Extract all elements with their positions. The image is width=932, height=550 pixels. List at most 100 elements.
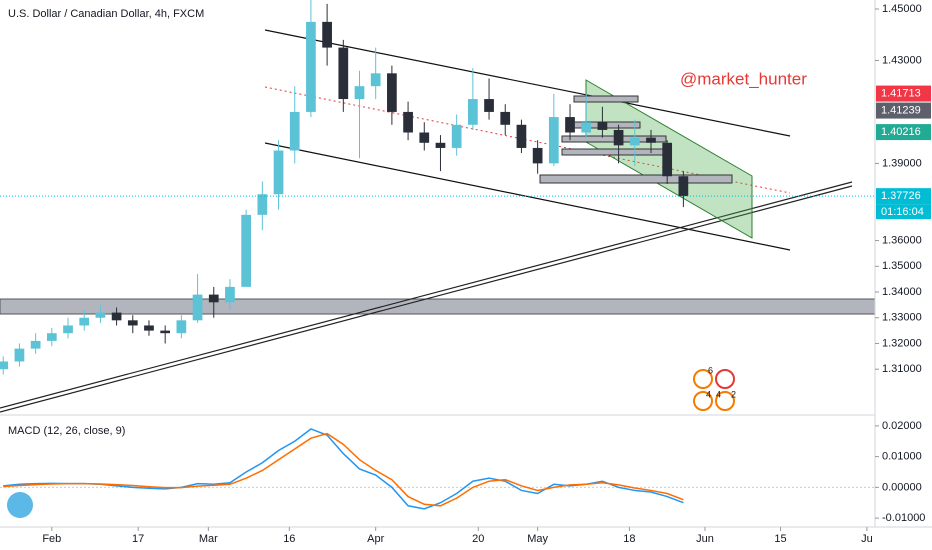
event-icon [693, 369, 713, 389]
candle-body [565, 117, 575, 133]
candle-body [516, 124, 527, 148]
price-label: 1.40216 [881, 126, 921, 138]
candle-body [144, 325, 154, 331]
candle-body [662, 142, 673, 177]
event-icon [693, 391, 713, 411]
y-tick-label: 1.36000 [882, 234, 922, 246]
trendline-a [0, 181, 853, 409]
x-tick-label: Jun [696, 533, 714, 545]
candle-body [257, 194, 268, 215]
candle-body [0, 361, 9, 370]
candle-body [403, 111, 413, 133]
candle-body [225, 286, 235, 303]
price-label-bg [876, 85, 931, 102]
candle-body [30, 340, 41, 349]
x-tick-label: Mar [199, 533, 218, 545]
y-tick-label: 1.45000 [882, 3, 922, 15]
y-tick-label: 1.35000 [882, 260, 922, 272]
candle-body [63, 325, 73, 334]
trendline-b [0, 185, 853, 413]
candle-body [160, 330, 171, 334]
event-badge: 4 [706, 389, 711, 399]
candle-body [500, 111, 511, 125]
y-tick-label: 1.32000 [882, 337, 922, 349]
candle-body [95, 312, 106, 318]
candle-body [111, 312, 122, 321]
y-tick-label: 1.31000 [882, 363, 922, 375]
zone-box [539, 174, 733, 184]
y-tick-label: 1.39000 [882, 157, 922, 169]
price-label-bg [876, 188, 931, 205]
y2-tick-label: 0.01000 [882, 451, 922, 463]
candle-body [127, 320, 138, 326]
candle-body [613, 129, 624, 146]
candle-body [14, 348, 25, 362]
candle-body [548, 117, 559, 164]
candle-body [451, 124, 462, 148]
channel-upper [264, 29, 791, 137]
candle-body [435, 142, 446, 148]
macd-line [3, 432, 684, 507]
x-tick-label: 18 [623, 533, 635, 545]
y2-tick-label: 0.02000 [882, 420, 922, 432]
support-zone [0, 298, 876, 315]
candle-body [208, 294, 219, 303]
x-tick-label: May [527, 533, 548, 545]
chart-title: U.S. Dollar / Canadian Dollar, 4h, FXCM [8, 8, 204, 20]
x-tick-label: 15 [774, 533, 786, 545]
candle-body [241, 214, 252, 287]
candle-body [322, 21, 332, 48]
y-tick-label: 1.34000 [882, 286, 922, 298]
event-badge: 2 [731, 389, 736, 399]
price-label: 1.41239 [881, 104, 921, 116]
zone-box [573, 95, 639, 103]
y-tick-label: 1.33000 [882, 312, 922, 324]
countdown-bg [876, 204, 931, 220]
candle-body [192, 294, 203, 321]
watermark: @market_hunter [680, 69, 807, 88]
x-tick-label: Ju [861, 533, 873, 545]
candle-body [370, 73, 381, 87]
event-icon [715, 391, 735, 411]
candle-body [273, 150, 284, 195]
candle-body [597, 122, 608, 130]
y2-tick-label: -0.01000 [882, 512, 925, 524]
candle-body [581, 122, 592, 133]
x-tick-label: Feb [42, 533, 61, 545]
candle-body [678, 176, 689, 197]
event-icon [715, 369, 735, 389]
candle-body [387, 73, 397, 112]
candle-body [46, 333, 57, 341]
x-tick-label: 17 [132, 533, 144, 545]
event-badge: 6 [708, 365, 713, 375]
candle-body [484, 99, 494, 112]
x-tick-label: 16 [283, 533, 295, 545]
macd-title: MACD (12, 26, close, 9) [8, 425, 125, 437]
logo [7, 492, 33, 518]
channel-lower [264, 142, 791, 251]
candle-body [354, 86, 365, 100]
price-label: 1.37726 [881, 190, 921, 202]
candle-body [176, 320, 187, 334]
macd-line [3, 428, 684, 510]
y2-tick-label: 0.00000 [882, 481, 922, 493]
price-label-bg [876, 102, 931, 119]
event-badge: 4 [716, 389, 721, 399]
price-label: 1.41713 [881, 87, 921, 99]
candle-body [306, 21, 316, 112]
candle-body [629, 137, 640, 146]
candle-body [289, 111, 300, 151]
zone-box [561, 148, 667, 156]
candle-body [338, 47, 349, 100]
candle-body [419, 132, 430, 143]
y-tick-label: 1.43000 [882, 54, 922, 66]
candle-body [646, 137, 656, 143]
candle-body [79, 317, 90, 326]
candle-body [467, 99, 478, 125]
countdown: 01:16:04 [881, 206, 924, 218]
x-tick-label: Apr [367, 533, 384, 545]
candle-body [532, 147, 543, 164]
price-label-bg [876, 124, 931, 141]
